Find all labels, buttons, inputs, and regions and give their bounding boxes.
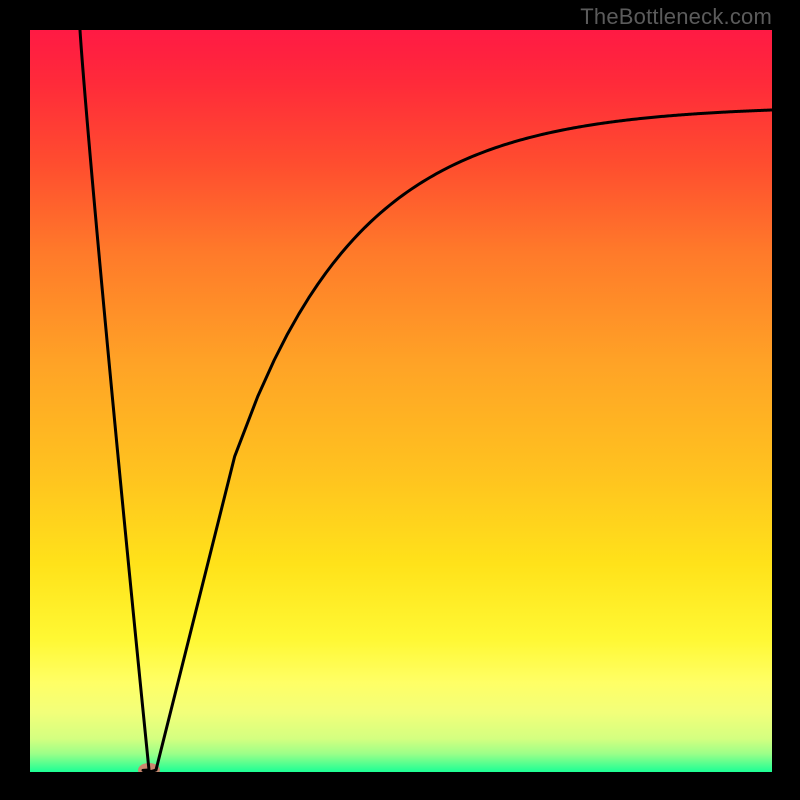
plot-area — [30, 30, 772, 772]
curve-layer — [30, 30, 772, 772]
bottleneck-curve — [80, 30, 772, 772]
chart-container: TheBottleneck.com — [0, 0, 800, 800]
watermark-text: TheBottleneck.com — [580, 4, 772, 30]
